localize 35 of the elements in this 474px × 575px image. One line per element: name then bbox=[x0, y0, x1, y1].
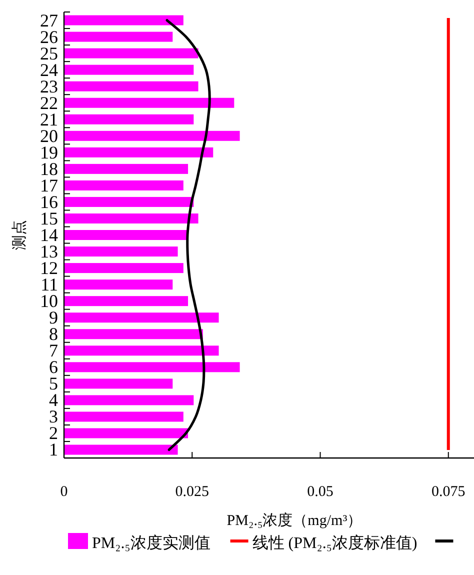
legend-label: PM₂.₅浓度实测值 bbox=[92, 534, 210, 552]
x-tick-label: 0.05 bbox=[307, 484, 334, 500]
bar bbox=[64, 48, 198, 58]
bar bbox=[64, 15, 184, 26]
bar bbox=[64, 362, 240, 372]
x-axis-title: PM₂.₅浓度（mg/m³） bbox=[226, 512, 362, 529]
bar bbox=[64, 280, 173, 290]
bar bbox=[64, 329, 203, 340]
bar bbox=[64, 81, 198, 92]
bar bbox=[64, 114, 194, 124]
bar bbox=[64, 263, 184, 274]
bar bbox=[64, 213, 198, 224]
bar bbox=[64, 196, 194, 207]
bar bbox=[64, 230, 188, 240]
bar bbox=[64, 32, 173, 42]
y-axis-title: 测点 bbox=[11, 220, 28, 250]
bar bbox=[64, 130, 240, 141]
bar bbox=[64, 312, 219, 323]
bar bbox=[64, 395, 194, 406]
bar bbox=[64, 98, 234, 108]
legend-label: 线性 (PM₂.₅浓度标准值) bbox=[252, 534, 418, 552]
x-tick-label: 0 bbox=[60, 484, 68, 500]
bar bbox=[64, 296, 188, 306]
x-tick-label: 0.025 bbox=[175, 484, 209, 500]
bar bbox=[64, 147, 214, 158]
bar bbox=[64, 164, 188, 174]
bar bbox=[64, 180, 184, 190]
bar bbox=[64, 246, 178, 257]
bar bbox=[64, 428, 188, 438]
bar bbox=[64, 64, 194, 75]
bar bbox=[64, 412, 184, 422]
x-tick-label: 0.075 bbox=[432, 484, 466, 500]
bar bbox=[64, 378, 173, 389]
bar bbox=[64, 346, 219, 356]
bar bbox=[64, 444, 178, 455]
